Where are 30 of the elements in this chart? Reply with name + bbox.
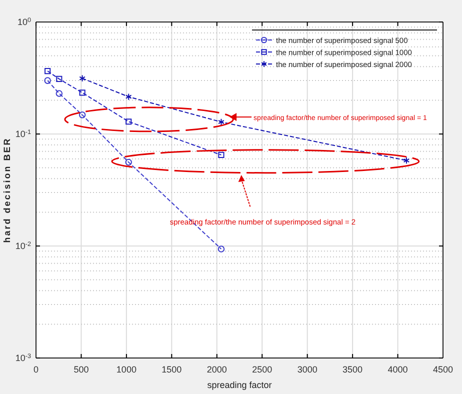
point bbox=[44, 68, 51, 74]
x-tick-label: 500 bbox=[74, 364, 89, 374]
x-tick-label: 2500 bbox=[252, 364, 272, 374]
y-tick-label: 10$^{-3}$ bbox=[15, 352, 32, 363]
x-tick-label: 4000 bbox=[388, 364, 408, 374]
point bbox=[403, 156, 410, 164]
y-tick-label: 10$^{-1}$ bbox=[15, 128, 32, 139]
x-tick-label: 0 bbox=[33, 364, 39, 374]
x-tick-label: 3000 bbox=[297, 364, 318, 374]
x-tick-label: 1500 bbox=[162, 364, 182, 374]
point bbox=[56, 76, 62, 82]
point bbox=[79, 74, 86, 82]
point bbox=[125, 158, 132, 166]
point bbox=[78, 112, 86, 118]
x-tick-label: 3500 bbox=[342, 364, 363, 374]
point bbox=[218, 246, 225, 252]
point bbox=[126, 118, 132, 125]
point bbox=[218, 152, 224, 158]
y-axis-title: hard decision BER bbox=[2, 137, 12, 243]
point bbox=[218, 118, 224, 126]
point bbox=[125, 93, 132, 100]
point bbox=[79, 90, 86, 96]
x-tick-label: 1000 bbox=[116, 364, 136, 374]
y-tick-label: 10$^{0}$ bbox=[17, 16, 32, 27]
x-tick-label: 2000 bbox=[206, 364, 227, 374]
x-tick-label: 4500 bbox=[432, 364, 454, 374]
point bbox=[56, 90, 63, 97]
y-tick-label: 10$^{-2}$ bbox=[15, 240, 32, 251]
point bbox=[44, 77, 51, 84]
x-axis-title: spreading factor bbox=[207, 380, 272, 390]
